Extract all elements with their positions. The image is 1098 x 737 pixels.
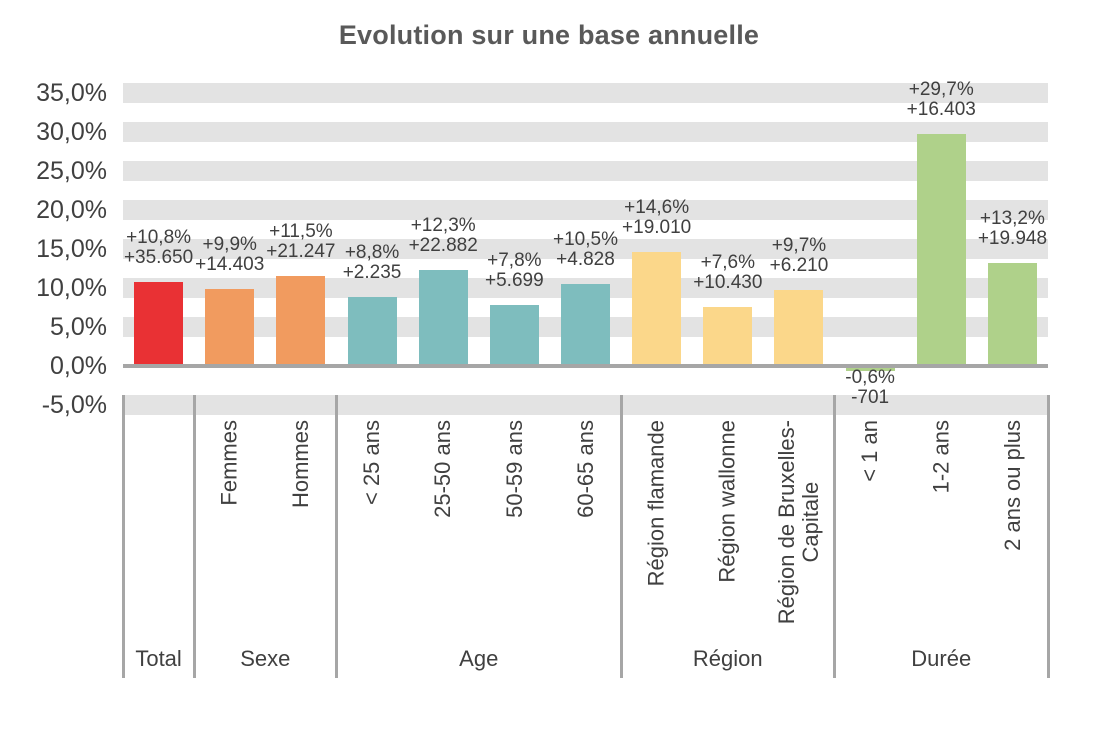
bar-value-label: +11,5% +21.247 [266, 221, 336, 263]
category-label: Femmes [216, 420, 242, 506]
bar-value-label: +9,7% +6.210 [769, 235, 829, 277]
category-label: < 1 an [857, 420, 883, 482]
grid-band [123, 83, 1048, 103]
bar-value-label: +7,6% +10.430 [693, 251, 763, 293]
bar-value-label: +9,9% +14.403 [195, 233, 265, 275]
category-label: < 25 ans [359, 420, 385, 506]
bar-50-59-ans [489, 305, 539, 366]
group-label: Total [135, 646, 182, 671]
bar-value-label: -0,6% -701 [845, 367, 895, 408]
group-label: Région [692, 646, 763, 671]
category-label: 1-2 ans [928, 420, 954, 494]
bar--1-an [845, 366, 895, 371]
bar-hommes [276, 276, 326, 366]
y-axis-tick-label: 0,0% [50, 352, 107, 380]
group-label: Sexe [240, 646, 291, 671]
category-label: 60-65 ans [572, 420, 598, 518]
group-separator [833, 395, 837, 678]
y-axis-tick-label: 20,0% [36, 196, 107, 224]
bar-value-label: +10,8% +35.650 [123, 226, 194, 268]
bar-2-ans-ou-plus [987, 263, 1037, 366]
bar--25-ans [347, 297, 397, 366]
group-separator [334, 395, 338, 678]
bar-r-gion-flamande [632, 252, 682, 366]
bar-25-50-ans [418, 270, 468, 366]
group-separator [121, 395, 125, 678]
bar-value-label: +8,8% +2.235 [342, 242, 402, 284]
category-label: 25-50 ans [430, 420, 456, 518]
bar-r-gion-wallonne [703, 306, 753, 366]
category-label: 2 ans ou plus [999, 420, 1025, 551]
y-axis-tick-label: 15,0% [36, 235, 107, 263]
bar-r-gion-de-bruxelles-capitale [774, 290, 824, 366]
category-label: Région wallonne [714, 420, 740, 583]
grid-band [123, 239, 1048, 259]
bar-1-2-ans [916, 134, 966, 366]
group-label: Age [459, 646, 499, 671]
category-label: Région de Bruxelles- Capitale [773, 420, 823, 625]
bar-60-65-ans [561, 284, 610, 366]
y-axis-tick-label: 5,0% [50, 313, 107, 341]
y-axis-tick-label: 25,0% [36, 157, 107, 185]
group-label: Durée [911, 646, 972, 671]
category-label: 50-59 ans [501, 420, 527, 518]
x-axis-line [123, 364, 1048, 368]
y-axis-tick-label: 30,0% [36, 118, 107, 146]
grid-band [123, 395, 1048, 415]
grid-band [123, 200, 1048, 220]
group-separator [619, 395, 623, 678]
group-separator [192, 395, 196, 678]
category-label: Région flamande [643, 420, 669, 587]
y-axis-tick-label: -5,0% [41, 391, 107, 419]
grid-band [123, 161, 1048, 181]
grid-band [123, 122, 1048, 142]
y-axis-tick-label: 10,0% [36, 274, 107, 302]
bar-total [134, 281, 184, 366]
bar-value-label: +14,6% +19.010 [622, 197, 692, 239]
bar-value-label: +7,8% +5.699 [485, 250, 544, 292]
chart-title: Evolution sur une base annuelle [338, 20, 760, 50]
bar-value-label: +12,3% +22.882 [408, 215, 478, 257]
group-separator [1046, 395, 1050, 678]
y-axis-tick-label: 35,0% [36, 79, 107, 107]
bar-value-label: +29,7% +16.403 [906, 79, 976, 121]
bar-value-label: +10,5% +4.828 [553, 229, 618, 271]
bar-value-label: +13,2% +19.948 [977, 208, 1048, 250]
category-label: Hommes [287, 420, 313, 509]
bar-femmes [205, 288, 255, 366]
